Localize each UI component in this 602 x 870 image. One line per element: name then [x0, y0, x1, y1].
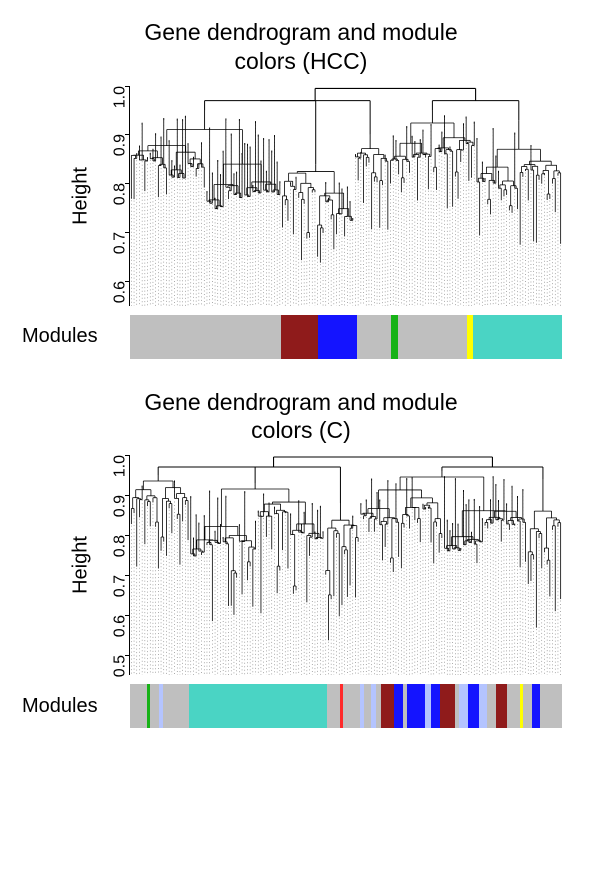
panel-title-c: Gene dendrogram and module colors (C) — [20, 388, 582, 446]
y-axis-hcc: 0.60.70.80.91.0 — [122, 86, 130, 306]
module-color-segment — [357, 315, 392, 359]
ytick-label: 0.8 — [111, 183, 129, 205]
ytick-label: 0.5 — [111, 655, 129, 677]
module-color-segment — [523, 684, 532, 728]
panel-hcc: Gene dendrogram and module colors (HCC) … — [20, 18, 582, 360]
chart-area-hcc: Height 0.60.70.80.91.0 — [130, 86, 562, 306]
modules-bar-hcc — [130, 314, 562, 360]
module-color-segment — [468, 684, 479, 728]
module-color-segment — [150, 684, 159, 728]
chart-area-c: Height 0.50.60.70.80.91.0 — [130, 455, 562, 675]
y-axis-c: 0.50.60.70.80.91.0 — [122, 455, 130, 675]
module-color-segment — [532, 684, 541, 728]
module-color-segment — [487, 684, 496, 728]
module-color-segment — [281, 315, 318, 359]
y-axis-label-hcc: Height — [69, 167, 92, 225]
modules-row-hcc: Modules — [20, 314, 582, 360]
module-color-segment — [189, 684, 327, 728]
dendrogram-hcc — [130, 86, 562, 306]
modules-row-c: Modules — [20, 683, 582, 729]
modules-label-c: Modules — [20, 695, 130, 718]
modules-label-hcc: Modules — [20, 325, 130, 348]
module-color-segment — [163, 684, 189, 728]
module-color-segment — [394, 684, 403, 728]
module-color-segment — [318, 315, 357, 359]
module-color-segment — [540, 684, 562, 728]
module-color-segment — [343, 684, 360, 728]
y-axis-label-c: Height — [69, 536, 92, 594]
ytick-label: 0.7 — [111, 232, 129, 254]
modules-bar-c — [130, 683, 562, 729]
panel-c: Gene dendrogram and module colors (C) He… — [20, 388, 582, 730]
module-color-segment — [130, 315, 281, 359]
module-color-segment — [431, 684, 440, 728]
module-color-segment — [473, 315, 562, 359]
module-color-segment — [407, 684, 424, 728]
module-color-segment — [381, 684, 394, 728]
ytick-label: 0.9 — [111, 495, 129, 517]
module-color-segment — [130, 684, 147, 728]
ytick-label: 1.0 — [111, 86, 129, 108]
dendrogram-c — [130, 455, 562, 675]
module-color-segment — [459, 684, 468, 728]
module-color-segment — [496, 684, 507, 728]
ytick-label: 0.9 — [111, 134, 129, 156]
panel-title-hcc: Gene dendrogram and module colors (HCC) — [20, 18, 582, 76]
module-color-segment — [327, 684, 340, 728]
ytick-label: 0.8 — [111, 535, 129, 557]
ytick-label: 0.6 — [111, 615, 129, 637]
module-color-segment — [440, 684, 455, 728]
ytick-label: 0.7 — [111, 575, 129, 597]
module-color-segment — [398, 315, 467, 359]
ytick-label: 1.0 — [111, 455, 129, 477]
ytick-label: 0.6 — [111, 281, 129, 303]
page: Gene dendrogram and module colors (HCC) … — [0, 0, 602, 870]
module-color-segment — [479, 684, 488, 728]
module-color-segment — [507, 684, 520, 728]
